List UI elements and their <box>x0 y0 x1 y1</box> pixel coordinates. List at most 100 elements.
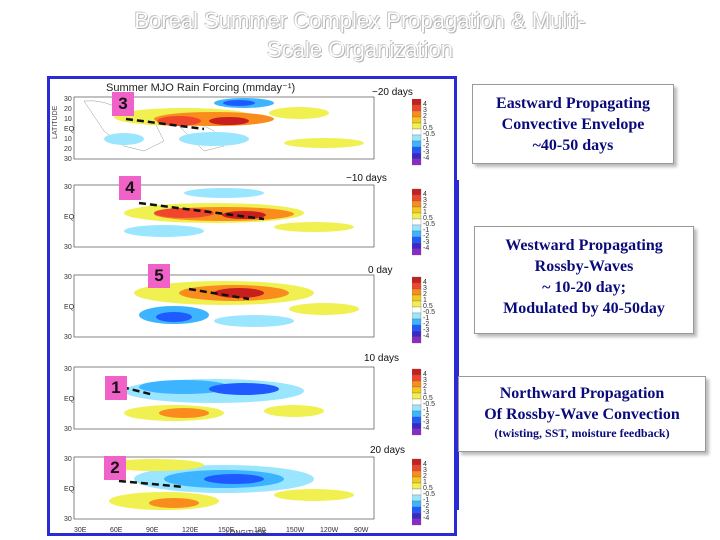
colorbar-swatch <box>412 404 422 412</box>
colorbar-swatch <box>412 140 422 148</box>
colorbar-swatch <box>412 104 422 112</box>
panel-lag-label: 0 day <box>368 265 393 276</box>
svg-text:EQ: EQ <box>64 396 75 403</box>
colorbar-swatch <box>412 158 422 166</box>
colorbar-swatch <box>412 318 422 326</box>
colorbar-swatch <box>412 218 422 226</box>
colorbar-tick-label: 4 <box>423 101 427 108</box>
colorbar-tick-label: -3 <box>423 419 429 426</box>
colorbar-swatch <box>412 458 422 466</box>
colorbar-tick-label: 3 <box>423 377 427 384</box>
svg-text:EQ: EQ <box>64 214 75 221</box>
colorbar-tick-label: -1 <box>423 497 429 504</box>
colorbar-tick-label: -1 <box>423 407 429 414</box>
colorbar-tick-label: -0.5 <box>423 491 435 498</box>
callout-northward-line1: Northward Propagation <box>499 385 665 402</box>
colorbar-swatch <box>412 428 422 436</box>
slide-title-line2: Scale Organization <box>267 37 453 62</box>
svg-text:60E: 60E <box>110 527 123 534</box>
colorbar-tick-label: -3 <box>423 327 429 334</box>
colorbar-tick-label: 1 <box>423 479 427 486</box>
colorbar-swatch <box>412 512 422 520</box>
svg-text:30: 30 <box>64 334 72 341</box>
colorbar-swatch <box>412 488 422 496</box>
colorbar-tick-label: -1 <box>423 137 429 144</box>
colorbar-tick-label: -4 <box>423 245 429 252</box>
connector-bar <box>455 180 459 510</box>
callout-westward-line1: Westward Propagating <box>505 237 663 254</box>
colorbar-swatch <box>412 422 422 430</box>
svg-text:10: 10 <box>64 116 72 123</box>
colorbar-tick-label: 4 <box>423 461 427 468</box>
panel-lag-label: 10 days <box>364 353 400 364</box>
colorbar-tick-label: -3 <box>423 509 429 516</box>
panel-lag-label: −20 days <box>372 87 413 98</box>
sequence-marker-1: 1 <box>105 376 127 400</box>
svg-text:20: 20 <box>64 146 72 153</box>
colorbar-swatch <box>412 336 422 344</box>
callout-northward-line2: Of Rossby-Wave Convection <box>484 406 680 423</box>
callout-eastward-line2: Convective Envelope <box>501 116 645 133</box>
svg-text:30: 30 <box>64 426 72 433</box>
colorbar-swatch <box>412 386 422 394</box>
callout-eastward-line1: Eastward Propagating <box>496 95 650 112</box>
panel-lag-10: 10 days 30 EQ 30 <box>64 353 436 441</box>
colorbar-tick-label: -1 <box>423 315 429 322</box>
rain-map-panel: 30 EQ 30 <box>64 366 375 433</box>
callout-westward-line3: ~ 10-20 day; <box>542 279 626 296</box>
colorbar-swatch <box>412 374 422 382</box>
colorbar-swatch <box>412 398 422 406</box>
colorbar-tick-label: -2 <box>423 503 429 510</box>
svg-text:10: 10 <box>64 136 72 143</box>
colorbar-tick-label: 1 <box>423 297 427 304</box>
colorbar-swatch <box>412 224 422 232</box>
colorbar-tick-label: -4 <box>423 425 429 432</box>
colorbar-tick-label: 0.5 <box>423 395 433 402</box>
colorbar-tick-label: -0.5 <box>423 221 435 228</box>
colorbar-tick-label: 4 <box>423 279 427 286</box>
colorbar-tick-label: -4 <box>423 155 429 162</box>
sequence-marker-3: 3 <box>112 92 134 116</box>
colorbar-swatch <box>412 470 422 478</box>
callout-westward: Westward Propagating Rossby-Waves ~ 10-2… <box>474 226 694 334</box>
colorbar-tick-label: -1 <box>423 227 429 234</box>
colorbar-tick-label: 0.5 <box>423 303 433 310</box>
colorbar-swatch <box>412 152 422 160</box>
rain-map-panel: 30 EQ 30 <box>64 274 375 341</box>
colorbar-tick-label: -2 <box>423 321 429 328</box>
svg-text:30: 30 <box>64 184 72 191</box>
callout-eastward: Eastward Propagating Convective Envelope… <box>472 84 674 164</box>
colorbar-tick-label: 1 <box>423 119 427 126</box>
svg-text:90E: 90E <box>146 527 159 534</box>
slide-title: Boreal Summer Complex Propagation & Mult… <box>60 6 660 64</box>
colorbar-tick-label: 4 <box>423 191 427 198</box>
colorbar-swatch <box>412 248 422 256</box>
colorbar-tick-label: -3 <box>423 149 429 156</box>
callout-westward-line2: Rossby-Waves <box>534 258 634 275</box>
sequence-marker-5: 5 <box>148 264 170 288</box>
colorbar-swatch <box>412 282 422 290</box>
colorbar-swatch <box>412 242 422 250</box>
svg-text:30: 30 <box>64 516 72 523</box>
colorbar-swatch <box>412 464 422 472</box>
svg-text:30: 30 <box>64 456 72 463</box>
colorbar-swatch <box>412 288 422 296</box>
colorbar-tick-label: 3 <box>423 197 427 204</box>
svg-text:30: 30 <box>64 366 72 373</box>
svg-text:120E: 120E <box>182 527 199 534</box>
colorbar-tick-label: 0.5 <box>423 215 433 222</box>
colorbar-swatch <box>412 518 422 526</box>
colorbar-swatch <box>412 494 422 502</box>
colorbar-swatch <box>412 506 422 514</box>
colorbar-tick-label: -3 <box>423 239 429 246</box>
colorbar-tick-label: 3 <box>423 285 427 292</box>
colorbar-tick-label: 2 <box>423 291 427 298</box>
svg-text:30: 30 <box>64 156 72 163</box>
colorbar-tick-label: -0.5 <box>423 131 435 138</box>
panel-lag-label: 20 days <box>370 445 406 456</box>
colorbar-tick-label: -0.5 <box>423 401 435 408</box>
colorbar-swatch <box>412 276 422 284</box>
colorbar-swatch <box>412 410 422 418</box>
sequence-marker-4: 4 <box>119 176 141 200</box>
svg-text:EQ: EQ <box>64 126 75 133</box>
